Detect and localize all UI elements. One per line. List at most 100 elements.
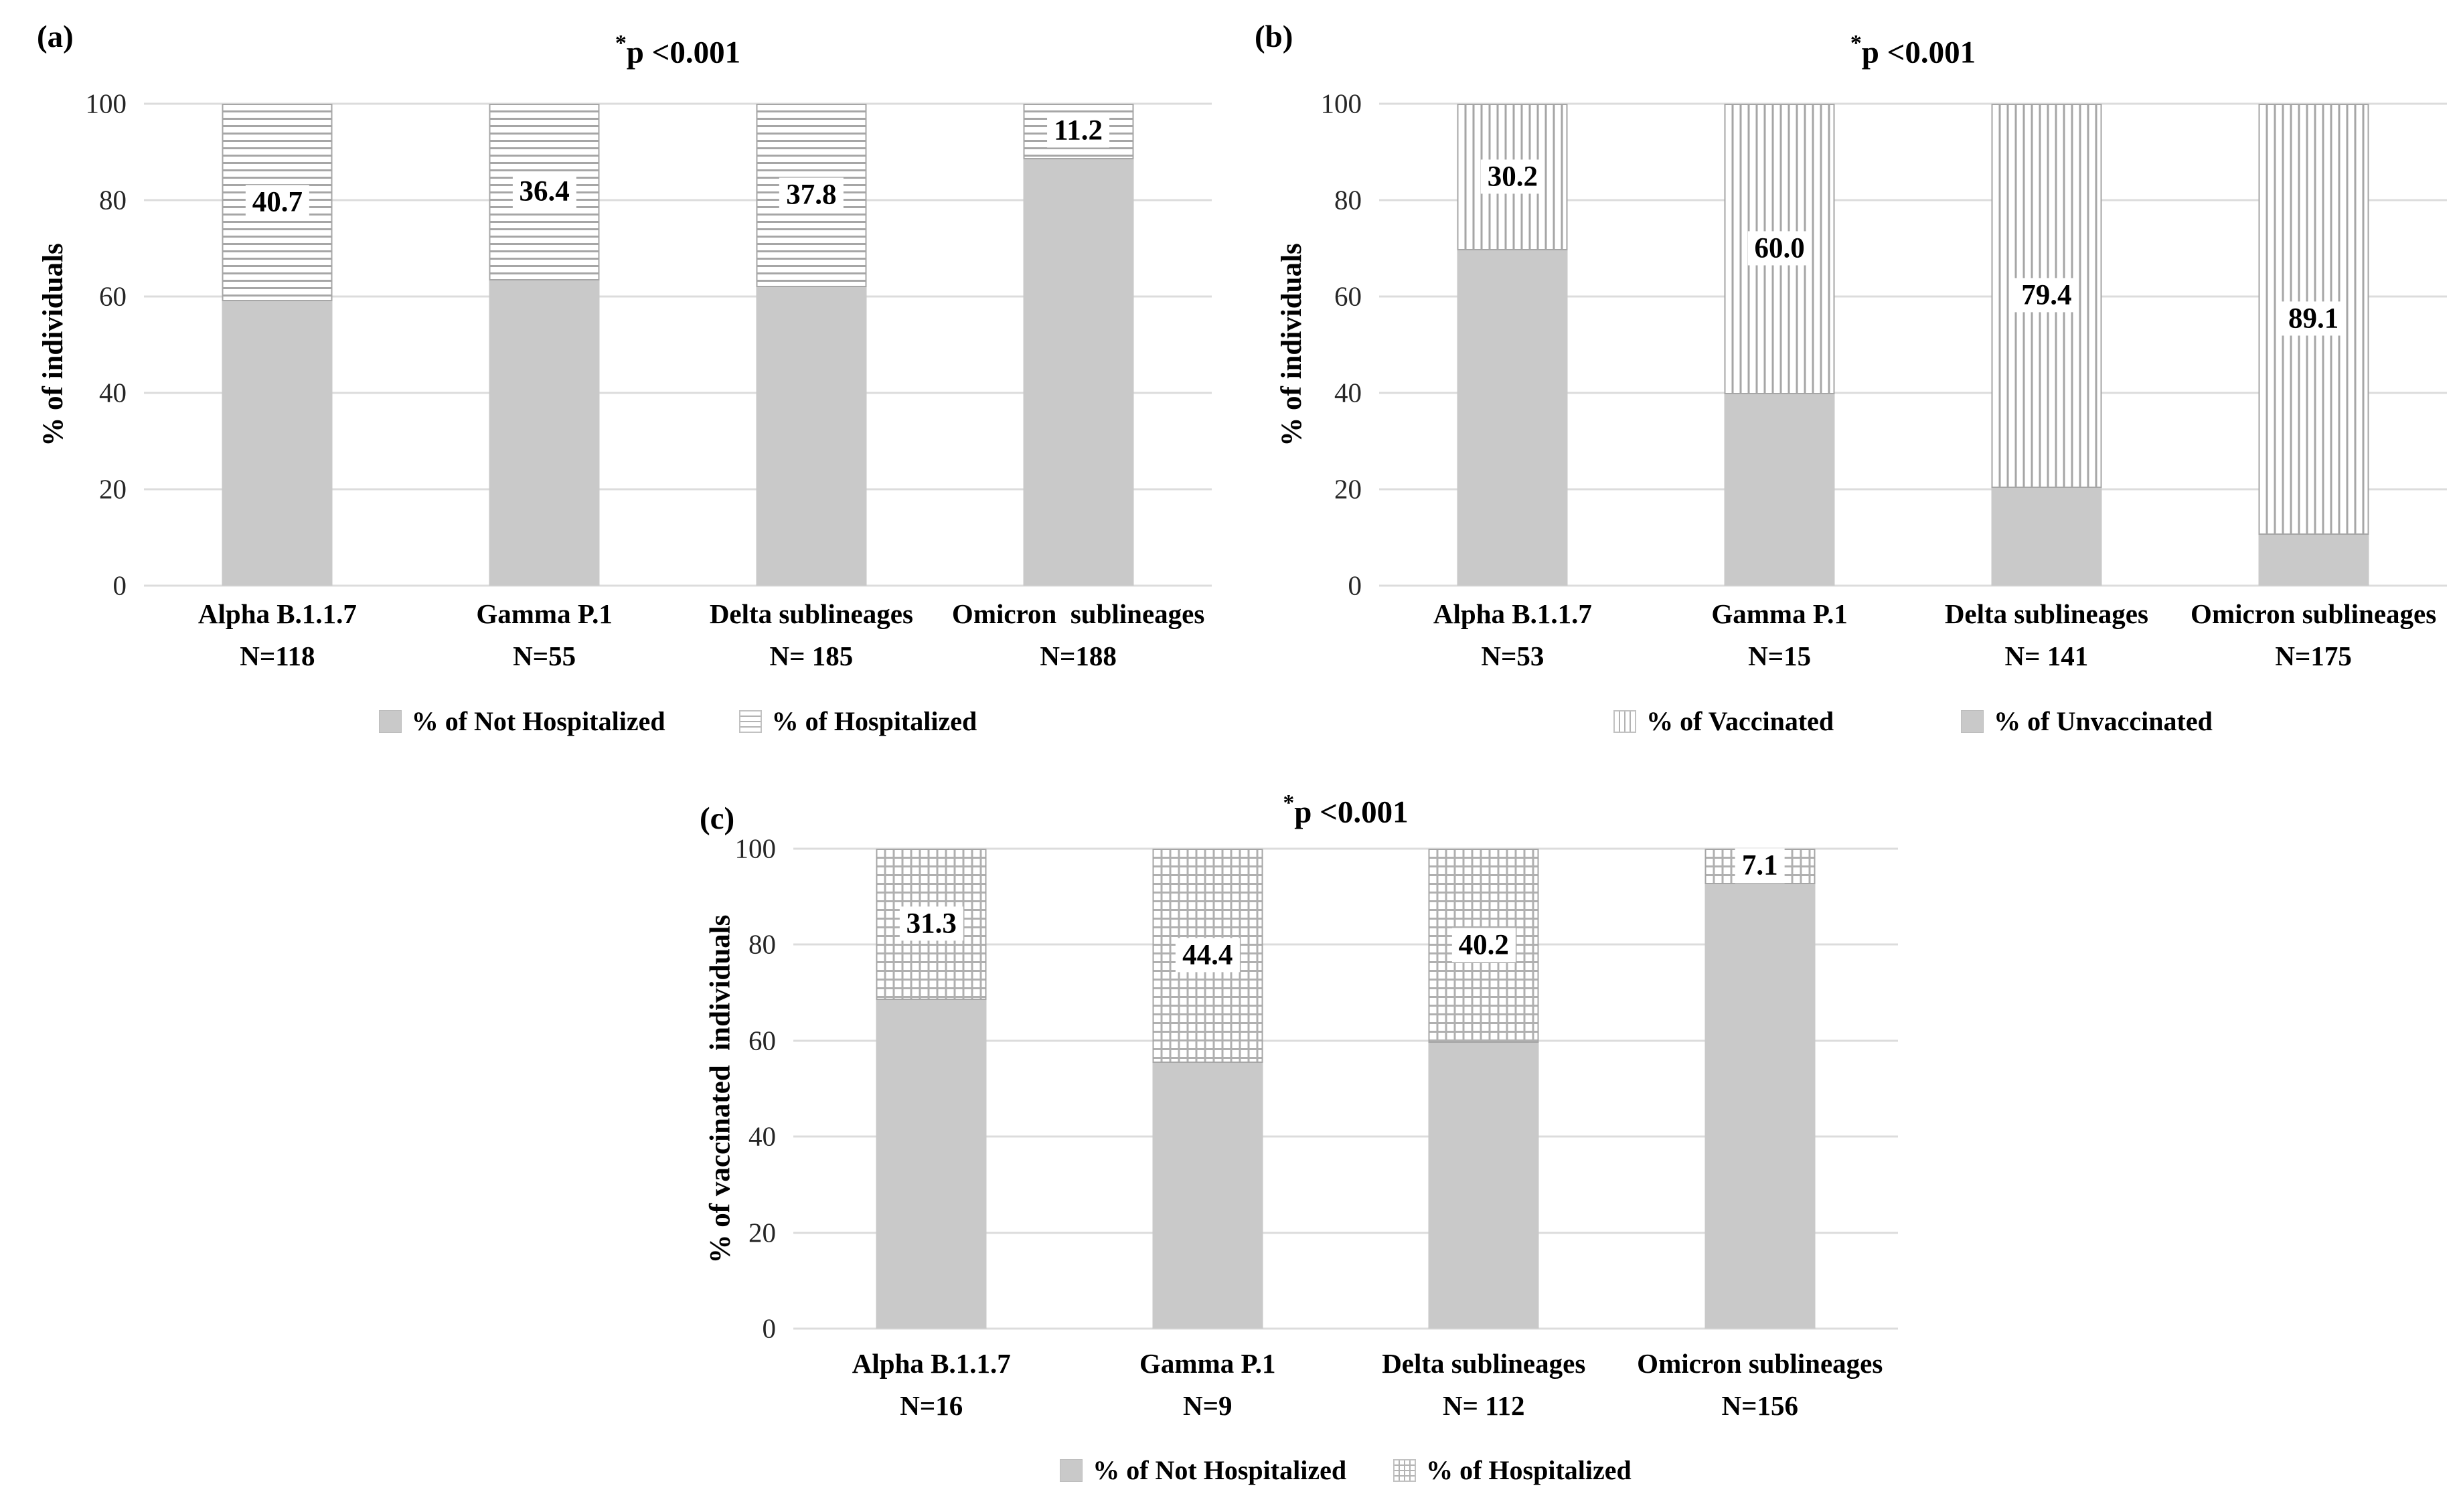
data-label: 60.0 — [1747, 231, 1812, 266]
category-label: Gamma P.1 N=15 — [1646, 598, 1913, 672]
legend-item: % of Unvaccinated — [1961, 708, 2213, 735]
category-label: Omicron sublineages N=188 — [945, 598, 1212, 672]
stacked-bar: 37.8 — [756, 104, 867, 586]
gridline — [1379, 392, 2447, 394]
category-name: Gamma P.1 — [476, 598, 613, 629]
stacked-bar: 11.2 — [1023, 104, 1134, 586]
y-axis-tick: 60 — [1334, 280, 1362, 312]
legend-label: % of Unvaccinated — [1994, 706, 2213, 736]
category-label: Gamma P.1 N=9 — [1070, 1348, 1346, 1422]
gridline — [793, 1135, 1898, 1138]
panel-c: (c) *p <0.001 % of vaccinated individual… — [669, 780, 1941, 1512]
bar-segment-bottom — [222, 300, 333, 586]
y-axis-tick: 0 — [112, 570, 127, 601]
stacked-bar: 31.3 — [876, 849, 987, 1329]
gridline — [144, 584, 1212, 587]
data-label: 44.4 — [1176, 938, 1240, 973]
panel-a: (a) *p <0.001 % of individuals 0 20 40 60 80… — [20, 7, 1239, 776]
gridline — [793, 1232, 1898, 1234]
panel-a-title: *p <0.001 — [144, 32, 1212, 69]
category-n-count: N=53 — [1481, 641, 1544, 672]
legend-swatch-hlines — [738, 710, 762, 733]
y-axis-tick: 20 — [99, 473, 127, 505]
legend-label: % of Not Hospitalized — [1093, 1455, 1347, 1485]
category-label: Alpha B.1.1.7 N=16 — [793, 1348, 1070, 1422]
legend: % of Not Hospitalized % of Hospitalized — [144, 708, 1212, 735]
data-label: 37.8 — [779, 177, 844, 212]
y-axis-tick: 80 — [748, 928, 776, 960]
bar-segment-top — [489, 104, 600, 280]
y-axis-label: % of vaccinated individuals — [704, 914, 736, 1264]
legend-label: % of Not Hospitalized — [411, 706, 665, 736]
category-name: Alpha B.1.1.7 — [852, 1348, 1011, 1379]
category-n-count: N=15 — [1748, 641, 1812, 672]
panel-b-title: *p <0.001 — [1379, 32, 2447, 69]
y-axis-tick: 100 — [734, 833, 777, 864]
category-name: Delta sublineages — [1382, 1348, 1586, 1379]
stacked-bar: 40.7 — [222, 104, 333, 586]
stacked-bar: 44.4 — [1152, 849, 1263, 1329]
plot-area: 0 20 40 60 80 100 30.2 60.0 79.4 89.1 — [1321, 90, 2447, 599]
gridline — [1379, 102, 2447, 105]
y-axis-tick: 80 — [99, 184, 127, 216]
stacked-bar: 7.1 — [1704, 848, 1816, 1329]
plot-area: 0 20 40 60 80 100 31.3 44.4 40.2 7.1 — [735, 835, 1898, 1342]
y-axis-tick: 80 — [1334, 184, 1362, 216]
y-axis-tick: 60 — [99, 280, 127, 312]
category-n-count: N=55 — [513, 641, 576, 672]
gridline — [144, 392, 1212, 394]
y-axis-tick: 100 — [85, 88, 127, 119]
significance-asterisk: * — [1850, 31, 1862, 56]
bar-segment-bottom — [1152, 1062, 1263, 1329]
category-label: Delta sublineages N= 112 — [1346, 1348, 1622, 1422]
p-value-text: p <0.001 — [1861, 35, 1976, 70]
category-label: Delta sublineages N= 141 — [1913, 598, 2180, 672]
category-n-count: N= 185 — [769, 641, 854, 672]
data-label: 79.4 — [2014, 278, 2079, 313]
gridline — [1379, 584, 2447, 587]
stacked-bar: 40.2 — [1428, 849, 1539, 1329]
gridline — [793, 943, 1898, 946]
stacked-bar: 79.4 — [1991, 104, 2102, 586]
category-n-count: N=118 — [240, 641, 315, 672]
bar-segment-bottom — [489, 279, 600, 586]
y-axis-tick: 40 — [99, 377, 127, 408]
gridline — [144, 488, 1212, 491]
category-name: Gamma P.1 — [1139, 1348, 1276, 1379]
x-axis-labels: Alpha B.1.1.7 N=118 Gamma P.1 N=55 Delta sub… — [144, 598, 1212, 672]
category-name: Omicron sublineages — [2191, 598, 2437, 629]
data-label: 30.2 — [1480, 159, 1544, 194]
gridline — [793, 1327, 1898, 1330]
category-label: Omicron sublineages N=156 — [1622, 1348, 1899, 1422]
p-value-text: p <0.001 — [626, 35, 741, 70]
stacked-bar: 60.0 — [1724, 104, 1835, 586]
p-value-text: p <0.001 — [1294, 794, 1409, 830]
panel-b: (b) *p <0.001 % of individuals 0 20 40 60 80… — [1239, 7, 2459, 776]
legend-item: % of Vaccinated — [1613, 708, 1834, 735]
data-label: 36.4 — [512, 174, 576, 209]
gridline — [1379, 199, 2447, 201]
data-label: 89.1 — [2282, 301, 2346, 336]
bar-segment-bottom — [1023, 157, 1134, 586]
plot-area: 0 20 40 60 80 100 40.7 36.4 37.8 11.2 — [86, 90, 1212, 599]
y-axis-tick: 100 — [1320, 88, 1362, 119]
data-label: 31.3 — [899, 906, 963, 941]
bar-segment-bottom — [1704, 882, 1816, 1329]
legend-label: % of Hospitalized — [771, 706, 977, 736]
bar-segment-bottom — [2258, 533, 2369, 586]
x-axis-labels: Alpha B.1.1.7 N=16 Gamma P.1 N=9 Delta subli… — [793, 1348, 1899, 1422]
legend-label: % of Hospitalized — [1426, 1455, 1632, 1485]
y-axis-tick: 0 — [762, 1313, 777, 1344]
category-name: Alpha B.1.1.7 — [1433, 598, 1592, 629]
bar-segment-bottom — [1457, 249, 1568, 586]
category-n-count: N=16 — [900, 1390, 963, 1422]
data-label: 7.1 — [1735, 848, 1785, 884]
y-axis-tick: 20 — [748, 1217, 776, 1248]
legend-item: % of Hospitalized — [1393, 1457, 1632, 1484]
category-n-count: N= 112 — [1443, 1390, 1525, 1422]
category-name: Delta sublineages — [709, 598, 913, 629]
stacked-bar: 30.2 — [1457, 104, 1568, 586]
gridline — [793, 847, 1898, 850]
panel-c-label: (c) — [700, 801, 735, 836]
